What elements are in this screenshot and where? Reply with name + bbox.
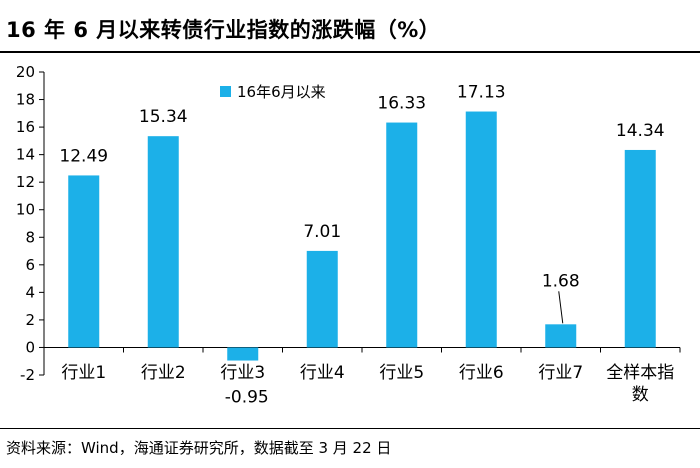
y-tick-label: 12 (16, 173, 35, 191)
bar (545, 324, 577, 348)
title-rule (0, 51, 700, 53)
chart-value-labels: 12.49 15.34 -0.95 7.01 16.33 17.13 1.68 14.34 (59, 83, 664, 408)
chart-x-labels: 行业1 行业2 行业3 行业4 行业5 行业6 行业7 全样本指数 (61, 363, 674, 405)
y-tick-label: 6 (25, 256, 35, 274)
chart-axes: -2 0 2 4 6 8 10 12 14 16 18 20 (16, 63, 681, 384)
y-tick-label: -2 (20, 366, 35, 384)
x-tick-label: 行业6 (459, 363, 504, 383)
x-tick-label: 全样本指数 (606, 363, 674, 405)
x-tick-label: 行业4 (300, 363, 345, 383)
y-tick-label: 2 (25, 311, 35, 329)
value-label: 1.68 (542, 271, 580, 291)
bar (68, 175, 100, 348)
y-tick-label: 14 (16, 146, 35, 164)
value-label: 16.33 (377, 94, 426, 114)
bar (624, 149, 656, 348)
y-tick-label: 20 (16, 63, 35, 81)
y-tick-label: 8 (25, 228, 35, 246)
legend-swatch (220, 86, 231, 97)
value-label: 14.34 (616, 121, 665, 141)
bar (386, 122, 418, 348)
value-label-leader (558, 291, 564, 324)
x-tick-label: 行业5 (379, 363, 424, 383)
value-label: -0.95 (225, 388, 269, 408)
value-label: 7.01 (303, 222, 341, 242)
y-tick-label: 10 (16, 201, 35, 219)
y-tick-label: 4 (25, 283, 35, 301)
x-tick-label: 行业7 (538, 363, 583, 383)
y-tick-label: 16 (16, 118, 35, 136)
y-tick-label: 0 (25, 338, 35, 356)
value-label: 12.49 (59, 146, 108, 166)
bar (465, 111, 497, 348)
chart-legend: 16年6月以来 (220, 83, 326, 101)
source-note: 资料来源：Wind，海通证券研究所，数据截至 3 月 22 日 (6, 439, 392, 457)
y-tick-label: 18 (16, 91, 35, 109)
bar (306, 250, 338, 348)
x-tick-label: 行业2 (141, 363, 186, 383)
chart-title: 16 年 6 月以来转债行业指数的涨跌幅（%） (6, 18, 441, 42)
bar (147, 136, 179, 348)
chart-bars (68, 111, 656, 361)
x-tick-label: 行业3 (220, 363, 265, 383)
x-tick-label: 行业1 (61, 363, 106, 383)
footer-rule (0, 428, 700, 429)
value-label: 17.13 (457, 83, 506, 103)
value-label: 15.34 (139, 107, 188, 127)
bar (227, 347, 259, 361)
legend-label: 16年6月以来 (237, 83, 326, 101)
